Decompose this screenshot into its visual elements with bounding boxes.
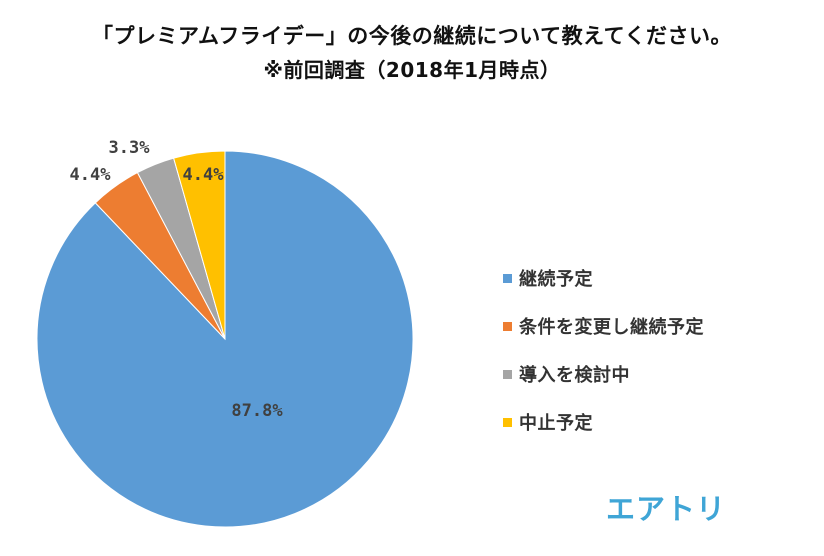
legend: 継続予定 条件を変更し継続予定 導入を検討中 中止予定 xyxy=(503,254,803,446)
legend-item-discontinue: 中止予定 xyxy=(503,398,803,446)
legend-item-considering: 導入を検討中 xyxy=(503,350,803,398)
legend-swatch xyxy=(503,417,512,427)
data-label: 4.4% xyxy=(183,165,225,185)
brand-logo: エアトリ xyxy=(606,492,727,526)
data-label: 87.8% xyxy=(231,401,283,421)
legend-label: 継続予定 xyxy=(519,269,593,290)
chart-subtitle: ※前回調査（2018年1月時点） xyxy=(263,58,561,82)
legend-swatch xyxy=(503,273,512,283)
legend-swatch xyxy=(503,369,512,379)
slice-discontinue xyxy=(173,150,226,340)
legend-item-continue: 継続予定 xyxy=(503,254,803,302)
data-label: 4.4% xyxy=(70,165,112,185)
legend-label: 中止予定 xyxy=(519,413,593,434)
data-labels: 87.8% 4.4% 3.3% 4.4% xyxy=(70,138,284,421)
legend-swatch xyxy=(503,321,512,331)
legend-label: 導入を検討中 xyxy=(519,365,630,386)
chart-title: 「プレミアムフライデー」の今後の継続について教えてください。 xyxy=(92,24,732,48)
legend-label: 条件を変更し継続予定 xyxy=(519,317,704,338)
legend-item-change-continue: 条件を変更し継続予定 xyxy=(503,302,803,350)
pie-slices xyxy=(36,150,414,528)
data-label: 3.3% xyxy=(109,138,151,158)
